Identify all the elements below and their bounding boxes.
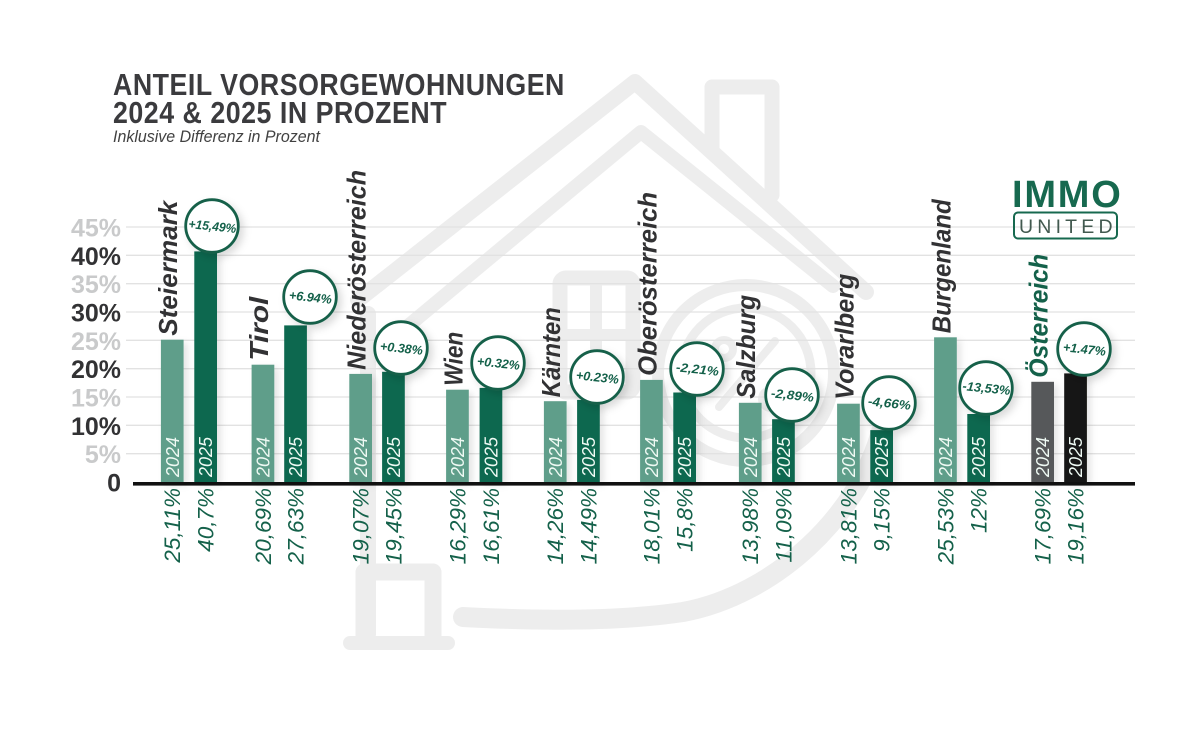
svg-text:2024: 2024 — [163, 437, 183, 478]
svg-text:20,69%: 20,69% — [251, 488, 276, 565]
svg-text:+15,49%: +15,49% — [188, 217, 237, 236]
svg-text:-2,89%: -2,89% — [770, 386, 814, 404]
svg-text:Salzburg: Salzburg — [731, 295, 761, 399]
svg-text:2025: 2025 — [286, 436, 306, 478]
svg-text:45%: 45% — [71, 215, 121, 243]
svg-text:Tirol: Tirol — [244, 296, 274, 361]
svg-text:2024: 2024 — [253, 437, 273, 478]
svg-text:2025: 2025 — [969, 436, 989, 478]
svg-text:2024: 2024 — [936, 437, 956, 478]
svg-text:Niederösterreich: Niederösterreich — [342, 170, 372, 370]
svg-text:35%: 35% — [71, 271, 121, 299]
svg-text:2024: 2024 — [642, 437, 662, 478]
svg-text:14,49%: 14,49% — [577, 488, 602, 564]
svg-text:Kärnten: Kärnten — [536, 307, 566, 397]
svg-text:2024: 2024 — [839, 437, 859, 478]
svg-text:14,26%: 14,26% — [543, 488, 568, 564]
svg-text:2024: 2024 — [448, 437, 468, 478]
svg-text:0: 0 — [107, 470, 121, 498]
svg-text:-13,53%: -13,53% — [962, 379, 1011, 398]
svg-text:2025: 2025 — [872, 436, 892, 478]
svg-text:Oberösterreich: Oberösterreich — [633, 192, 663, 376]
svg-text:18,01%: 18,01% — [640, 488, 665, 564]
svg-text:25%: 25% — [71, 328, 121, 356]
svg-text:2024: 2024 — [1033, 437, 1053, 478]
svg-text:40,7%: 40,7% — [194, 488, 219, 552]
svg-text:13,81%: 13,81% — [837, 488, 862, 564]
svg-text:+0.32%: +0.32% — [476, 354, 520, 372]
svg-text:19,45%: 19,45% — [382, 488, 407, 564]
svg-text:2024: 2024 — [546, 437, 566, 478]
svg-text:2024: 2024 — [351, 437, 371, 478]
svg-text:-4,66%: -4,66% — [867, 394, 911, 412]
svg-text:30%: 30% — [71, 300, 121, 328]
svg-text:UNITED: UNITED — [1019, 216, 1117, 238]
svg-text:+6.94%: +6.94% — [288, 288, 332, 306]
svg-text:2025: 2025 — [384, 436, 404, 478]
svg-text:Steiermark: Steiermark — [153, 199, 183, 336]
svg-text:+1.47%: +1.47% — [1062, 340, 1106, 358]
svg-text:2024: 2024 — [741, 437, 761, 478]
svg-text:27,63%: 27,63% — [284, 488, 309, 565]
svg-text:+0.23%: +0.23% — [575, 368, 619, 386]
svg-text:9,15%: 9,15% — [870, 488, 895, 552]
svg-text:Wien: Wien — [439, 332, 469, 386]
svg-text:11,09%: 11,09% — [772, 488, 797, 563]
svg-text:10%: 10% — [71, 413, 121, 441]
svg-text:25,53%: 25,53% — [934, 488, 959, 565]
svg-text:+0.38%: +0.38% — [379, 339, 423, 357]
svg-text:25,11%: 25,11% — [160, 488, 185, 564]
svg-text:15%: 15% — [71, 385, 121, 413]
svg-text:2025: 2025 — [675, 436, 695, 478]
svg-text:2025: 2025 — [1066, 436, 1086, 478]
svg-text:19,16%: 19,16% — [1064, 488, 1089, 564]
svg-text:15,8%: 15,8% — [673, 488, 698, 552]
svg-text:2025: 2025 — [579, 436, 599, 478]
svg-text:2025: 2025 — [774, 436, 794, 478]
svg-text:13,98%: 13,98% — [738, 488, 763, 564]
svg-text:20%: 20% — [71, 356, 121, 384]
svg-text:5%: 5% — [85, 441, 121, 469]
svg-text:-2,21%: -2,21% — [675, 360, 719, 378]
svg-text:2025: 2025 — [196, 436, 216, 478]
svg-text:Österreich: Österreich — [1024, 254, 1054, 378]
svg-text:2025: 2025 — [482, 436, 502, 478]
svg-text:12%: 12% — [967, 488, 992, 533]
svg-text:Burgenland: Burgenland — [927, 198, 957, 333]
svg-text:40%: 40% — [71, 243, 121, 271]
svg-text:19,07%: 19,07% — [349, 488, 374, 564]
svg-text:16,29%: 16,29% — [446, 488, 471, 564]
svg-text:IMMO: IMMO — [1012, 174, 1123, 216]
svg-text:17,69%: 17,69% — [1031, 488, 1056, 564]
svg-text:Vorarlberg: Vorarlberg — [830, 274, 860, 400]
svg-text:16,61%: 16,61% — [479, 488, 504, 564]
